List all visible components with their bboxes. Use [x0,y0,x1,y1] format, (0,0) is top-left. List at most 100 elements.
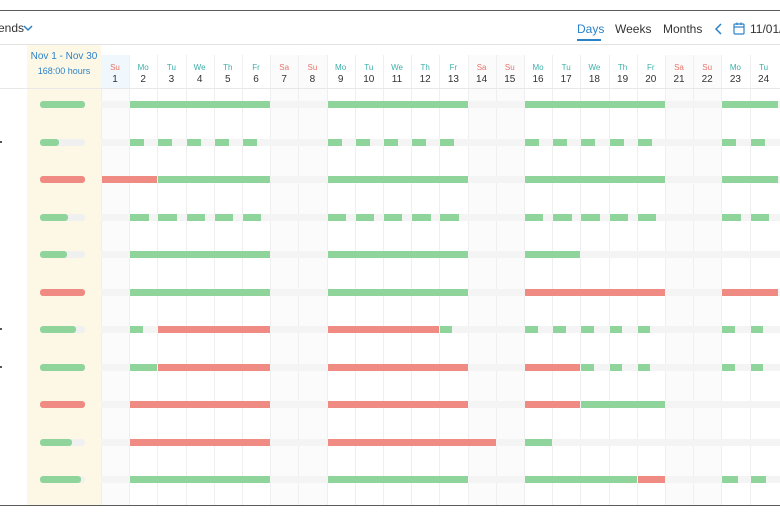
shift-bar[interactable] [243,214,262,221]
shift-bar[interactable] [525,289,665,296]
shift-bar[interactable] [750,214,769,221]
shift-bar[interactable] [327,401,468,408]
shift-bar[interactable] [440,139,455,146]
shift-bar[interactable] [525,364,581,371]
tab-days[interactable]: Days [577,22,605,36]
shift-bar[interactable] [327,214,346,221]
shift-bar[interactable] [130,289,271,296]
shift-bar[interactable] [525,401,581,408]
shift-bar[interactable] [158,176,271,183]
shift-bar[interactable] [525,251,581,258]
shift-bar[interactable] [186,214,205,221]
shift-bar[interactable] [327,439,496,446]
shift-bar[interactable] [581,326,595,333]
shift-bar[interactable] [722,101,778,108]
shift-bar[interactable] [412,139,427,146]
shift-bar[interactable] [158,139,173,146]
shift-bar[interactable] [722,476,738,483]
shift-bar[interactable] [327,476,468,483]
shift-bar[interactable] [440,214,459,221]
table-row[interactable] [0,468,780,491]
shift-bar[interactable] [214,139,229,146]
shift-bar[interactable] [525,176,665,183]
shift-bar[interactable] [722,139,737,146]
shift-bar[interactable] [327,139,342,146]
shift-bar[interactable] [609,139,624,146]
shift-bar[interactable] [384,139,399,146]
shift-bar[interactable] [722,176,778,183]
shift-bar[interactable] [637,214,657,221]
shift-bar[interactable] [130,214,149,221]
shift-bar[interactable] [722,364,736,371]
shift-bar[interactable] [637,139,652,146]
shift-bar[interactable] [525,439,553,446]
chevron-down-icon[interactable] [22,22,34,34]
shift-bar[interactable] [327,326,440,333]
shift-bar[interactable] [130,251,271,258]
shift-bar[interactable] [553,326,566,333]
shift-bar[interactable] [327,289,468,296]
table-row[interactable] [0,281,780,304]
tab-weeks[interactable]: Weeks [615,22,652,36]
shift-bar[interactable] [158,214,177,221]
shift-bar[interactable] [186,139,201,146]
table-row[interactable] [0,243,780,266]
shift-bar[interactable] [440,326,452,333]
shift-bar[interactable] [609,214,628,221]
shift-bar[interactable] [130,139,145,146]
shift-bar[interactable] [130,476,271,483]
shift-bar[interactable] [609,364,623,371]
shift-bar[interactable] [355,139,370,146]
table-row[interactable] [0,93,780,116]
table-row[interactable] [0,431,780,454]
shift-bar[interactable] [750,139,765,146]
shift-bar[interactable] [102,176,158,183]
shift-bar[interactable] [130,101,271,108]
shift-bar[interactable] [243,139,258,146]
chevron-left-icon[interactable] [714,23,724,35]
shift-bar[interactable] [130,326,143,333]
shift-bar[interactable] [525,139,540,146]
date-range-input[interactable]: 11/01/ [750,22,780,36]
table-row[interactable] [0,318,780,341]
shift-bar[interactable] [412,214,431,221]
shift-bar[interactable] [130,401,271,408]
shift-bar[interactable] [553,214,572,221]
calendar-icon[interactable] [733,22,745,35]
shift-bar[interactable] [722,289,778,296]
shift-bar[interactable] [553,139,568,146]
tab-months[interactable]: Months [663,22,703,36]
shift-bar[interactable] [581,139,596,146]
table-row[interactable] [0,356,780,379]
shift-bar[interactable] [525,476,637,483]
table-row[interactable] [0,168,780,191]
shift-bar[interactable] [637,476,665,483]
shift-bar[interactable] [130,439,271,446]
shift-bar[interactable] [355,214,375,221]
shift-bar[interactable] [214,214,234,221]
shift-bar[interactable] [130,364,158,371]
shift-bar[interactable] [750,326,764,333]
group-dropdown-label[interactable]: ends [0,21,25,35]
shift-bar[interactable] [637,326,651,333]
shift-bar[interactable] [327,251,468,258]
shift-bar[interactable] [525,326,538,333]
table-row[interactable] [0,131,780,154]
shift-bar[interactable] [637,364,651,371]
shift-bar[interactable] [384,214,403,221]
shift-bar[interactable] [327,176,468,183]
shift-bar[interactable] [609,326,623,333]
shift-bar[interactable] [525,101,665,108]
shift-bar[interactable] [327,364,468,371]
shift-bar[interactable] [525,214,544,221]
table-row[interactable] [0,206,780,229]
table-row[interactable] [0,393,780,416]
shift-bar[interactable] [327,101,468,108]
shift-bar[interactable] [581,364,595,371]
shift-bar[interactable] [581,214,600,221]
shift-bar[interactable] [750,476,767,483]
shift-bar[interactable] [722,326,736,333]
shift-bar[interactable] [722,214,741,221]
shift-bar[interactable] [750,364,764,371]
shift-bar[interactable] [158,326,271,333]
